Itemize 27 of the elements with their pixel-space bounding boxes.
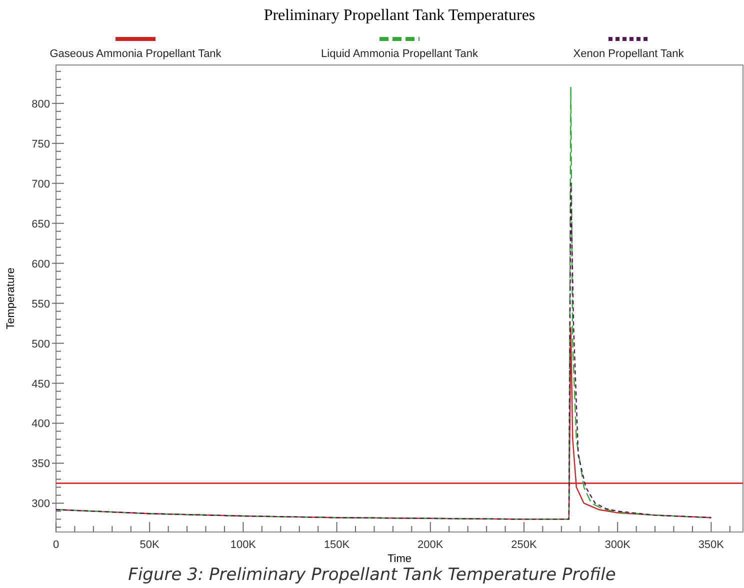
y-tick-label: 800: [32, 98, 50, 110]
y-tick-label: 500: [32, 338, 50, 350]
y-tick-label: 350: [32, 458, 50, 470]
legend-label: Xenon Propellant Tank: [573, 48, 684, 60]
y-axis-title: Temperature: [5, 268, 17, 330]
y-tick-label: 400: [32, 418, 50, 430]
x-tick-label: 0: [52, 539, 60, 551]
y-tick-label: 600: [32, 258, 50, 270]
y-tick-label: 300: [32, 498, 50, 510]
y-tick-label: 650: [32, 218, 50, 230]
line-series: [55, 182, 712, 520]
legend-label: Gaseous Ammonia Propellant Tank: [50, 48, 222, 60]
y-tick-label: 750: [32, 138, 50, 150]
x-tick-label: 50K: [140, 539, 160, 551]
x-axis-title: Time: [387, 553, 412, 565]
x-tick-label: 200K: [418, 539, 444, 551]
caption: Figure 3: Preliminary Propellant Tank Temperature Profile: [128, 565, 616, 585]
y-tick-label: 550: [32, 298, 50, 310]
y-tick-label: 700: [32, 178, 50, 190]
x-tick-label: 250K: [511, 539, 538, 551]
legend-label: Liquid Ammonia Propellant Tank: [321, 48, 478, 60]
y-tick-label: 450: [32, 378, 50, 390]
x-tick-label: 350K: [698, 539, 725, 551]
chart-title: Preliminary Propellant Tank Temperatures: [264, 7, 536, 24]
x-tick-label: 300K: [604, 539, 632, 551]
x-tick-label: 150K: [324, 539, 350, 551]
x-tick-label: 100K: [230, 539, 257, 551]
